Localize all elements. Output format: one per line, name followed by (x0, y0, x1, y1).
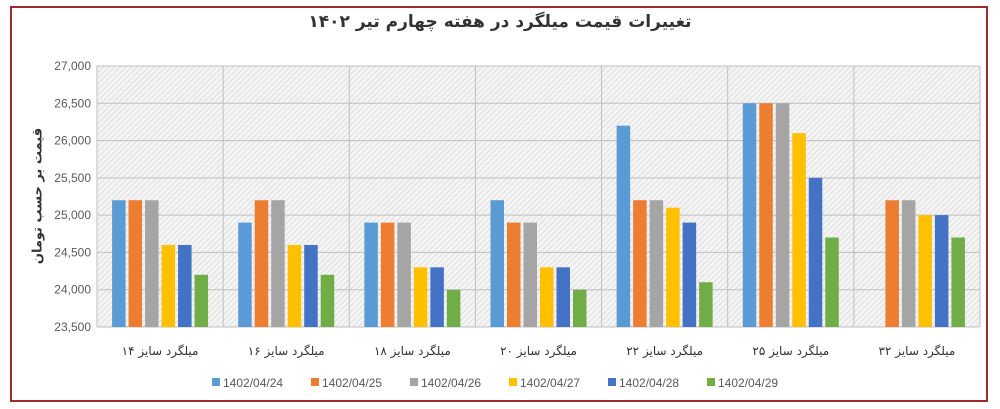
bar (507, 222, 521, 327)
legend-label: 1402/04/27 (520, 376, 580, 390)
bar (413, 267, 428, 327)
bar (540, 267, 554, 327)
bar (934, 215, 949, 327)
y-tick-label: 26,000 (54, 134, 91, 148)
bar (699, 282, 713, 327)
legend-label: 1402/04/28 (619, 376, 679, 390)
bar (523, 222, 537, 327)
x-category-label: میلگرد سایز ۳۲ (879, 344, 956, 359)
bar (918, 215, 932, 327)
bar (320, 274, 335, 327)
bar (128, 200, 143, 327)
chart-title: تغییرات قیمت میلگرد در هفته چهارم تیر ۱۴… (308, 12, 692, 32)
plot-area (97, 66, 980, 327)
bar (825, 237, 839, 327)
legend-swatch (707, 378, 715, 386)
bar (178, 244, 192, 327)
bar (573, 289, 587, 327)
bar (742, 103, 757, 328)
legend-label: 1402/04/29 (718, 376, 778, 390)
bar (808, 177, 823, 327)
x-category-label: میلگرد سایز ۲۵ (752, 344, 829, 359)
legend-swatch (311, 378, 319, 386)
y-tick-label: 27,000 (54, 59, 91, 73)
legend-swatch (212, 378, 220, 386)
bar (633, 200, 647, 327)
y-tick-label: 23,500 (54, 320, 91, 334)
legend-label: 1402/04/24 (223, 376, 283, 390)
legend-label: 1402/04/25 (322, 376, 382, 390)
bar (490, 200, 504, 327)
bar (759, 103, 773, 328)
bar (161, 244, 176, 327)
y-tick-label: 26,500 (54, 96, 91, 110)
bar (112, 200, 126, 327)
x-category-label: میلگرد سایز ۲۲ (626, 344, 703, 359)
x-category-label: میلگرد سایز ۱۴ (122, 344, 199, 359)
bar (304, 244, 318, 327)
y-tick-label: 25,500 (54, 171, 91, 185)
bar (271, 200, 285, 327)
y-tick-label: 24,500 (54, 245, 91, 259)
legend-swatch (410, 378, 418, 386)
legend-swatch (608, 378, 616, 386)
legend-swatch (509, 378, 517, 386)
bar (380, 222, 395, 327)
bar (616, 125, 631, 328)
y-tick-label: 25,000 (54, 208, 91, 222)
bar (254, 200, 269, 327)
bar (649, 200, 664, 327)
bar (194, 274, 209, 327)
bar (446, 289, 461, 327)
y-tick-label: 24,000 (54, 283, 91, 297)
bar (682, 222, 697, 327)
x-category-label: میلگرد سایز ۱۸ (374, 344, 451, 359)
legend-label: 1402/04/26 (421, 376, 481, 390)
bar (238, 222, 252, 327)
bar (885, 200, 899, 327)
bar (951, 237, 965, 327)
bar (556, 267, 570, 327)
bar (775, 103, 790, 328)
bar (364, 222, 378, 327)
bar (792, 133, 806, 327)
x-category-label: میلگرد سایز ۱۶ (248, 344, 325, 359)
bar (397, 222, 411, 327)
bar (287, 244, 302, 327)
bar (145, 200, 159, 327)
x-category-label: میلگرد سایز ۲۰ (500, 344, 577, 359)
bar (666, 207, 680, 327)
bar (430, 267, 444, 327)
bar (901, 200, 916, 327)
